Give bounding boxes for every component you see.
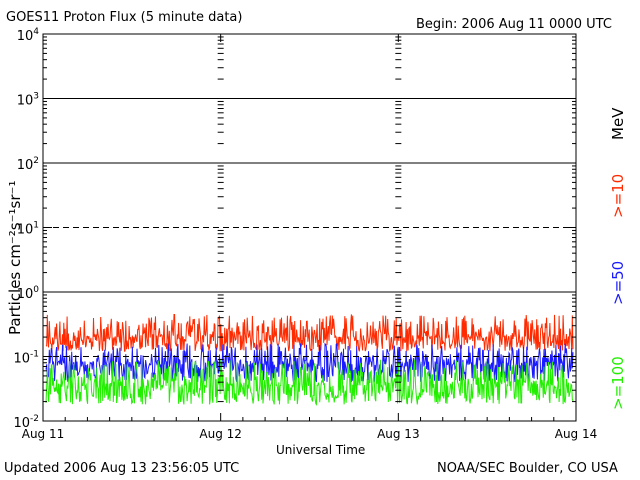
y-tick-label: 10-1	[13, 350, 39, 367]
x-tick-label: Aug 13	[377, 427, 420, 441]
credit: NOAA/SEC Boulder, CO USA	[437, 461, 618, 476]
label-layer: 10-2 10-1 100 101 102 103 104 Aug 11 Aug 12 Aug 1…	[6, 27, 627, 441]
grid-layer	[43, 36, 576, 403]
y-tick-label: 102	[17, 156, 39, 173]
y-tick-label: 10-2	[13, 414, 39, 431]
x-axis-title: Universal Time	[276, 443, 366, 457]
updated-time: Updated 2006 Aug 13 23:56:05 UTC	[4, 461, 240, 476]
x-tick-label: Aug 12	[199, 427, 242, 441]
y-tick-label: 103	[17, 92, 39, 109]
y-tick-label: 104	[17, 27, 40, 44]
legend-unit: MeV	[609, 107, 627, 140]
y-axis-title: Particles cm⁻²s⁻¹sr⁻¹	[6, 181, 24, 335]
legend->=50: >=50	[609, 261, 627, 305]
y-tick-label: 100	[17, 285, 40, 302]
chart-title: GOES11 Proton Flux (5 minute data)	[6, 10, 243, 25]
legend->=100: >=100	[609, 356, 627, 410]
x-tick-label: Aug 11	[22, 427, 65, 441]
tick-layer	[42, 33, 577, 422]
x-tick-label: Aug 14	[555, 427, 598, 441]
series->=10	[45, 313, 574, 353]
series-layer	[45, 313, 574, 406]
series->=100	[45, 359, 574, 406]
legend->=10: >=10	[609, 174, 627, 218]
begin-time: Begin: 2006 Aug 11 0000 UTC	[416, 17, 612, 32]
y-tick-label: 101	[17, 221, 39, 238]
